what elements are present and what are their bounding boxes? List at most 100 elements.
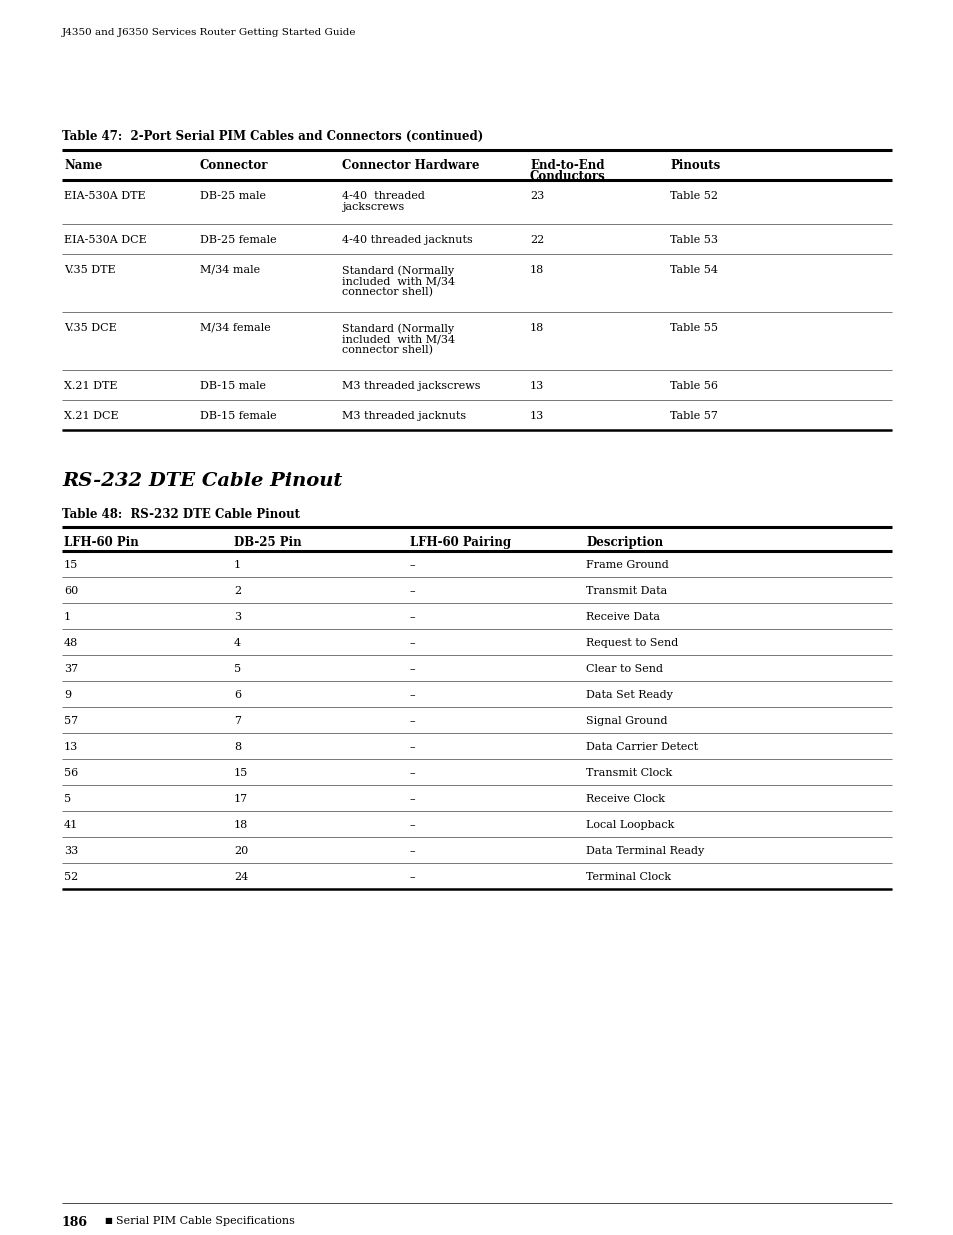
Text: 1: 1 bbox=[64, 613, 71, 622]
Text: Table 54: Table 54 bbox=[669, 266, 718, 275]
Text: –: – bbox=[410, 768, 416, 778]
Text: connector shell): connector shell) bbox=[341, 287, 433, 298]
Text: connector shell): connector shell) bbox=[341, 345, 433, 356]
Text: 37: 37 bbox=[64, 664, 78, 674]
Text: –: – bbox=[410, 846, 416, 856]
Text: 186: 186 bbox=[62, 1216, 88, 1229]
Text: –: – bbox=[410, 742, 416, 752]
Text: 4-40 threaded jacknuts: 4-40 threaded jacknuts bbox=[341, 235, 473, 245]
Text: 8: 8 bbox=[233, 742, 241, 752]
Text: 4-40  threaded: 4-40 threaded bbox=[341, 191, 424, 201]
Text: included  with M/34: included with M/34 bbox=[341, 333, 455, 345]
Text: End-to-End: End-to-End bbox=[530, 159, 604, 172]
Text: Pinouts: Pinouts bbox=[669, 159, 720, 172]
Text: Conductors: Conductors bbox=[530, 170, 605, 183]
Text: Transmit Data: Transmit Data bbox=[585, 585, 666, 597]
Text: Standard (Normally: Standard (Normally bbox=[341, 266, 454, 275]
Text: Clear to Send: Clear to Send bbox=[585, 664, 662, 674]
Text: 15: 15 bbox=[233, 768, 248, 778]
Text: –: – bbox=[410, 690, 416, 700]
Text: Table 53: Table 53 bbox=[669, 235, 718, 245]
Text: Description: Description bbox=[585, 536, 662, 550]
Text: 48: 48 bbox=[64, 638, 78, 648]
Text: J4350 and J6350 Services Router Getting Started Guide: J4350 and J6350 Services Router Getting … bbox=[62, 28, 356, 37]
Text: 1: 1 bbox=[233, 559, 241, 571]
Text: Table 47:  2-Port Serial PIM Cables and Connectors (continued): Table 47: 2-Port Serial PIM Cables and C… bbox=[62, 130, 483, 143]
Text: Standard (Normally: Standard (Normally bbox=[341, 324, 454, 333]
Text: included  with M/34: included with M/34 bbox=[341, 275, 455, 287]
Text: 15: 15 bbox=[64, 559, 78, 571]
Text: –: – bbox=[410, 559, 416, 571]
Text: Terminal Clock: Terminal Clock bbox=[585, 872, 670, 882]
Text: 23: 23 bbox=[530, 191, 543, 201]
Text: EIA-530A DTE: EIA-530A DTE bbox=[64, 191, 146, 201]
Text: EIA-530A DCE: EIA-530A DCE bbox=[64, 235, 147, 245]
Text: Frame Ground: Frame Ground bbox=[585, 559, 668, 571]
Text: Receive Clock: Receive Clock bbox=[585, 794, 664, 804]
Text: 41: 41 bbox=[64, 820, 78, 830]
Text: –: – bbox=[410, 794, 416, 804]
Text: Table 55: Table 55 bbox=[669, 324, 718, 333]
Text: 13: 13 bbox=[530, 411, 543, 421]
Text: Signal Ground: Signal Ground bbox=[585, 716, 667, 726]
Text: X.21 DTE: X.21 DTE bbox=[64, 382, 117, 391]
Text: jackscrews: jackscrews bbox=[341, 203, 404, 212]
Text: 18: 18 bbox=[233, 820, 248, 830]
Text: X.21 DCE: X.21 DCE bbox=[64, 411, 118, 421]
Text: 22: 22 bbox=[530, 235, 543, 245]
Text: 7: 7 bbox=[233, 716, 241, 726]
Text: DB-15 male: DB-15 male bbox=[200, 382, 266, 391]
Text: 57: 57 bbox=[64, 716, 78, 726]
Text: M/34 male: M/34 male bbox=[200, 266, 260, 275]
Text: 18: 18 bbox=[530, 324, 543, 333]
Text: Request to Send: Request to Send bbox=[585, 638, 678, 648]
Text: Data Terminal Ready: Data Terminal Ready bbox=[585, 846, 703, 856]
Text: M3 threaded jackscrews: M3 threaded jackscrews bbox=[341, 382, 480, 391]
Text: –: – bbox=[410, 585, 416, 597]
Text: Table 52: Table 52 bbox=[669, 191, 718, 201]
Text: 20: 20 bbox=[233, 846, 248, 856]
Text: 3: 3 bbox=[233, 613, 241, 622]
Text: ■: ■ bbox=[104, 1216, 112, 1225]
Text: 5: 5 bbox=[233, 664, 241, 674]
Text: –: – bbox=[410, 664, 416, 674]
Text: –: – bbox=[410, 716, 416, 726]
Text: LFH-60 Pairing: LFH-60 Pairing bbox=[410, 536, 511, 550]
Text: Connector: Connector bbox=[200, 159, 268, 172]
Text: Table 57: Table 57 bbox=[669, 411, 717, 421]
Text: Serial PIM Cable Specifications: Serial PIM Cable Specifications bbox=[116, 1216, 294, 1226]
Text: 17: 17 bbox=[233, 794, 248, 804]
Text: 52: 52 bbox=[64, 872, 78, 882]
Text: Name: Name bbox=[64, 159, 102, 172]
Text: 4: 4 bbox=[233, 638, 241, 648]
Text: Local Loopback: Local Loopback bbox=[585, 820, 674, 830]
Text: M3 threaded jacknuts: M3 threaded jacknuts bbox=[341, 411, 466, 421]
Text: Table 56: Table 56 bbox=[669, 382, 718, 391]
Text: –: – bbox=[410, 638, 416, 648]
Text: Transmit Clock: Transmit Clock bbox=[585, 768, 672, 778]
Text: 13: 13 bbox=[530, 382, 543, 391]
Text: 5: 5 bbox=[64, 794, 71, 804]
Text: 2: 2 bbox=[233, 585, 241, 597]
Text: LFH-60 Pin: LFH-60 Pin bbox=[64, 536, 138, 550]
Text: 9: 9 bbox=[64, 690, 71, 700]
Text: V.35 DCE: V.35 DCE bbox=[64, 324, 116, 333]
Text: 18: 18 bbox=[530, 266, 543, 275]
Text: 60: 60 bbox=[64, 585, 78, 597]
Text: 33: 33 bbox=[64, 846, 78, 856]
Text: 6: 6 bbox=[233, 690, 241, 700]
Text: Data Carrier Detect: Data Carrier Detect bbox=[585, 742, 698, 752]
Text: RS-232 DTE Cable Pinout: RS-232 DTE Cable Pinout bbox=[62, 472, 342, 490]
Text: Connector Hardware: Connector Hardware bbox=[341, 159, 479, 172]
Text: –: – bbox=[410, 613, 416, 622]
Text: 13: 13 bbox=[64, 742, 78, 752]
Text: 56: 56 bbox=[64, 768, 78, 778]
Text: Data Set Ready: Data Set Ready bbox=[585, 690, 672, 700]
Text: DB-15 female: DB-15 female bbox=[200, 411, 276, 421]
Text: M/34 female: M/34 female bbox=[200, 324, 271, 333]
Text: –: – bbox=[410, 820, 416, 830]
Text: V.35 DTE: V.35 DTE bbox=[64, 266, 115, 275]
Text: 24: 24 bbox=[233, 872, 248, 882]
Text: –: – bbox=[410, 872, 416, 882]
Text: Receive Data: Receive Data bbox=[585, 613, 659, 622]
